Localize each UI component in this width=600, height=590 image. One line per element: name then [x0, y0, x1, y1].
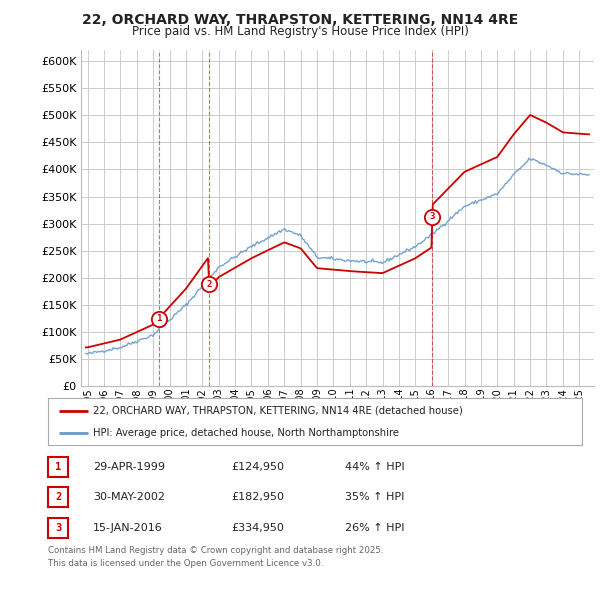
Text: 26% ↑ HPI: 26% ↑ HPI [345, 523, 404, 533]
Text: 3: 3 [430, 212, 435, 221]
Text: 30-MAY-2002: 30-MAY-2002 [93, 493, 165, 502]
Text: 44% ↑ HPI: 44% ↑ HPI [345, 462, 404, 471]
Text: £182,950: £182,950 [231, 493, 284, 502]
Text: This data is licensed under the Open Government Licence v3.0.: This data is licensed under the Open Gov… [48, 559, 323, 568]
Text: 22, ORCHARD WAY, THRAPSTON, KETTERING, NN14 4RE: 22, ORCHARD WAY, THRAPSTON, KETTERING, N… [82, 13, 518, 27]
Text: £334,950: £334,950 [231, 523, 284, 533]
Text: 2: 2 [206, 280, 212, 289]
Text: 3: 3 [55, 523, 61, 533]
Text: HPI: Average price, detached house, North Northamptonshire: HPI: Average price, detached house, Nort… [94, 428, 400, 438]
Text: £124,950: £124,950 [231, 462, 284, 471]
Text: Price paid vs. HM Land Registry's House Price Index (HPI): Price paid vs. HM Land Registry's House … [131, 25, 469, 38]
Text: 1: 1 [156, 314, 161, 323]
Text: Contains HM Land Registry data © Crown copyright and database right 2025.: Contains HM Land Registry data © Crown c… [48, 546, 383, 555]
Text: 1: 1 [55, 462, 61, 471]
Text: 22, ORCHARD WAY, THRAPSTON, KETTERING, NN14 4RE (detached house): 22, ORCHARD WAY, THRAPSTON, KETTERING, N… [94, 406, 463, 416]
Text: 2: 2 [55, 493, 61, 502]
Text: 35% ↑ HPI: 35% ↑ HPI [345, 493, 404, 502]
Text: 29-APR-1999: 29-APR-1999 [93, 462, 165, 471]
Text: 15-JAN-2016: 15-JAN-2016 [93, 523, 163, 533]
